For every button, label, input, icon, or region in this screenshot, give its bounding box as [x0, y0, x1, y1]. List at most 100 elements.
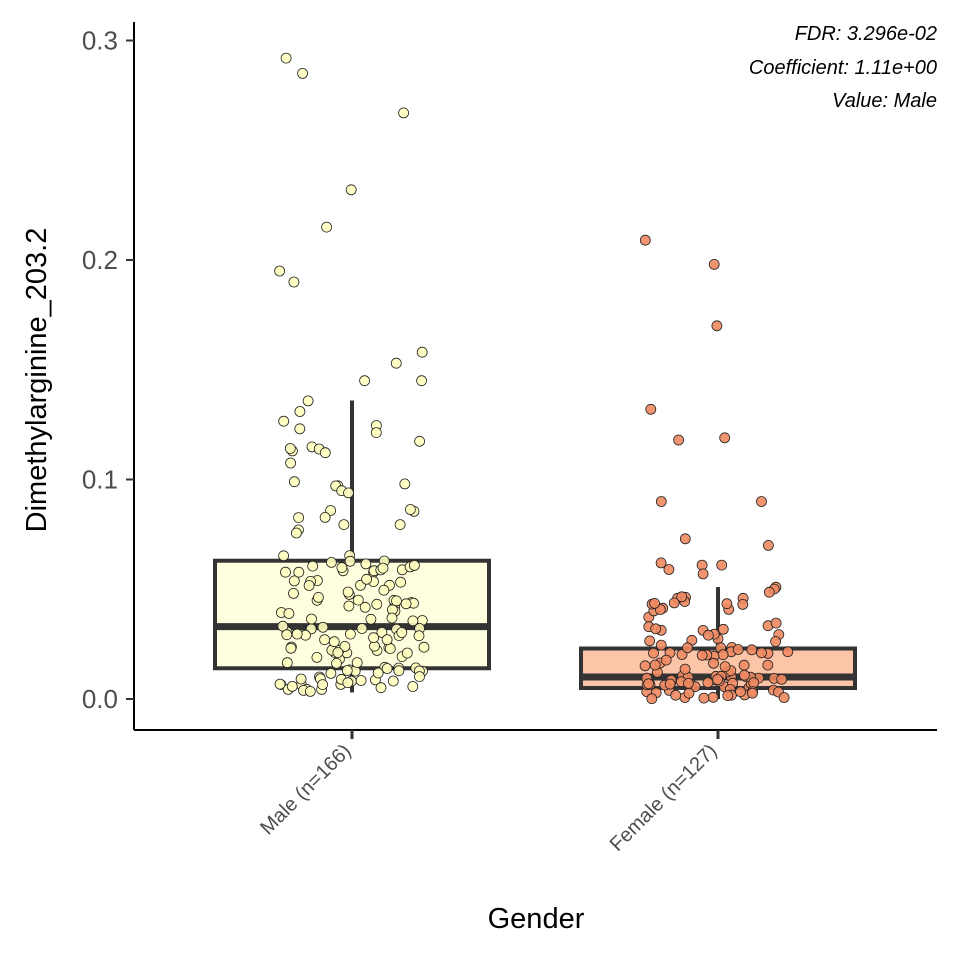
points-layer	[274, 52, 794, 705]
annotation-value: Value: Male	[832, 90, 937, 112]
data-point	[719, 661, 731, 672]
data-point	[676, 591, 688, 603]
data-point	[739, 669, 750, 681]
data-point	[735, 686, 746, 698]
data-point	[398, 107, 410, 119]
data-point	[319, 512, 331, 523]
data-point	[649, 659, 661, 671]
data-point	[312, 592, 324, 603]
data-point	[368, 632, 380, 644]
data-point	[281, 629, 293, 641]
axes-layer: 0.0 0.1 0.2 0.3 Male (n=166) Female (n=127)	[82, 22, 937, 856]
y-tick-label: 0.1	[82, 465, 118, 495]
data-point	[416, 346, 428, 358]
data-point	[648, 647, 659, 659]
data-point	[332, 647, 344, 658]
data-point	[782, 646, 794, 658]
data-point	[311, 652, 323, 663]
data-point	[285, 457, 297, 469]
data-point	[325, 668, 337, 679]
data-point	[414, 435, 426, 447]
data-point	[376, 627, 388, 638]
data-point	[756, 496, 767, 507]
data-point	[274, 678, 286, 690]
data-point	[351, 657, 363, 668]
data-point	[342, 677, 354, 689]
data-point	[278, 415, 290, 427]
data-point	[321, 221, 333, 233]
data-point	[286, 681, 298, 692]
data-point	[763, 586, 775, 598]
data-point	[400, 598, 412, 610]
data-point	[717, 649, 729, 661]
data-point	[381, 634, 393, 646]
data-point	[288, 476, 300, 488]
data-point	[317, 621, 329, 633]
data-point	[679, 663, 691, 675]
data-point	[297, 68, 309, 79]
data-point	[319, 447, 331, 459]
data-point	[377, 562, 389, 574]
data-point	[655, 639, 667, 651]
annotation-fdr: FDR: 3.296e-02	[795, 23, 937, 45]
data-point	[294, 406, 306, 417]
data-point	[381, 663, 393, 674]
data-point	[683, 678, 694, 689]
data-point	[756, 647, 767, 659]
data-point	[378, 584, 390, 596]
data-point	[722, 690, 734, 701]
data-point	[344, 555, 356, 567]
y-tick-label: 0.3	[82, 26, 118, 56]
data-point	[293, 566, 305, 578]
x-tick-label: Female (n=127)	[606, 740, 722, 856]
data-point	[747, 687, 758, 699]
data-point	[302, 395, 314, 407]
data-point	[284, 443, 296, 454]
data-point	[770, 636, 781, 647]
data-point	[328, 636, 340, 648]
data-point	[639, 660, 651, 672]
data-point	[719, 432, 731, 444]
data-point	[283, 608, 295, 619]
data-point	[359, 601, 371, 613]
data-point	[416, 375, 428, 387]
data-point	[343, 487, 354, 499]
x-axis-title: Gender	[488, 903, 585, 935]
data-point	[361, 573, 373, 585]
data-point	[288, 575, 300, 587]
data-point	[778, 692, 790, 703]
data-point	[683, 687, 695, 699]
data-point	[670, 689, 682, 701]
data-point	[325, 557, 337, 568]
data-point	[395, 576, 407, 588]
data-point	[414, 671, 425, 682]
data-point	[338, 519, 350, 530]
data-point	[762, 659, 774, 671]
data-point	[679, 533, 691, 545]
annotations: FDR: 3.296e-02 Coefficient: 1.11e+00 Val…	[749, 23, 937, 112]
data-point	[288, 276, 300, 288]
data-point	[280, 566, 291, 578]
data-point	[644, 635, 656, 647]
data-point	[763, 540, 774, 551]
data-point	[717, 623, 729, 635]
data-point	[770, 617, 782, 629]
data-point	[274, 265, 286, 277]
data-point	[682, 642, 693, 654]
data-point	[407, 615, 419, 627]
data-point	[290, 527, 302, 539]
data-point	[355, 675, 367, 686]
data-point	[306, 613, 317, 625]
annotation-coefficient: Coefficient: 1.11e+00	[749, 57, 937, 79]
data-point	[711, 320, 723, 332]
data-point	[370, 427, 382, 439]
data-point	[399, 478, 411, 490]
data-point	[291, 628, 303, 640]
data-point	[639, 234, 651, 246]
data-point	[655, 557, 667, 569]
data-point	[365, 613, 377, 625]
y-axis-title: Dimethylarginine_203.2	[21, 228, 53, 533]
data-point	[278, 550, 290, 562]
data-point	[303, 580, 315, 591]
